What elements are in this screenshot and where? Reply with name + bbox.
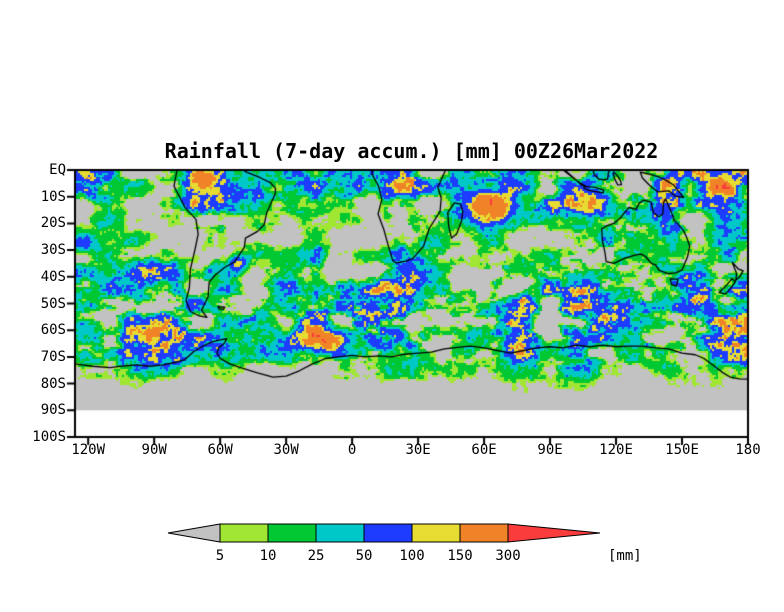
colorbar-tick-label: 25	[307, 548, 325, 564]
colorbar-tick-label: 50	[355, 548, 373, 564]
x-tick-label: 90E	[537, 442, 563, 458]
colorbar-segment	[315, 523, 365, 543]
colorbar-tick-label: 10	[259, 548, 277, 564]
x-tick-label: 90W	[141, 442, 167, 458]
y-tick-label: 20S	[40, 215, 66, 232]
colorbar-tick-label: 300	[495, 548, 521, 564]
colorbar-right-arrow	[507, 523, 601, 543]
colorbar-tick-label: 100	[399, 548, 425, 564]
x-tick-label: 30W	[273, 442, 299, 458]
colorbar-segment	[267, 523, 317, 543]
y-tick-label: 80S	[40, 375, 66, 392]
x-tick-label: 60E	[471, 442, 497, 458]
x-tick-label: 150E	[665, 442, 699, 458]
y-tick-label: 70S	[40, 348, 66, 365]
chart-title: Rainfall (7-day accum.) [mm] 00Z26Mar202…	[164, 139, 659, 163]
colorbar-unit-label: [mm]	[608, 548, 642, 564]
x-tick-label: 120E	[599, 442, 633, 458]
colorbar-left-arrow	[167, 523, 221, 543]
x-tick-label: 0	[347, 442, 357, 458]
x-tick-label: 60W	[207, 442, 233, 458]
colorbar-segment	[219, 523, 269, 543]
x-tick-label: 180	[735, 442, 761, 458]
y-tick-label: 90S	[40, 402, 66, 419]
colorbar-segment	[459, 523, 509, 543]
y-tick-label: 40S	[40, 268, 66, 285]
y-tick-label: 100S	[32, 429, 66, 445]
colorbar-bar	[167, 523, 601, 543]
colorbar-tick-label: 150	[447, 548, 473, 564]
x-tick-label: 30E	[405, 442, 431, 458]
y-tick-label: 50S	[40, 295, 66, 312]
y-tick-label: 30S	[40, 242, 66, 259]
colorbar-segment	[363, 523, 413, 543]
colorbar-tick-label: 5	[215, 548, 225, 564]
y-tick-label: 10S	[40, 188, 66, 205]
colorbar-segment	[411, 523, 461, 543]
y-tick-label: 60S	[40, 322, 66, 339]
x-tick-label: 120W	[71, 442, 106, 458]
y-tick-label: EQ	[49, 162, 66, 178]
